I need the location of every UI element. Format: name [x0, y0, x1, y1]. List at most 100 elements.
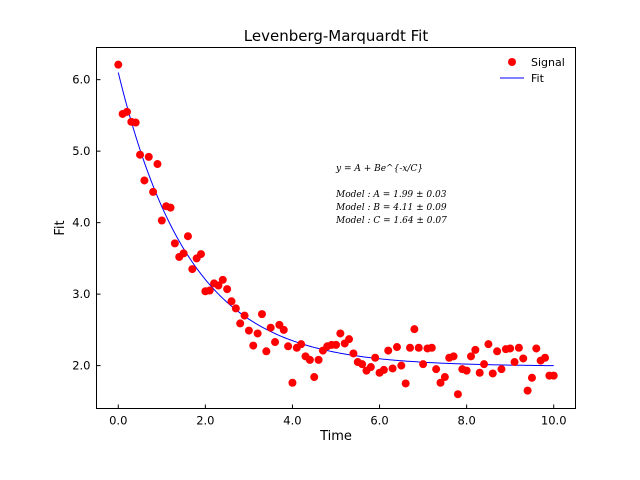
signal-point	[170, 239, 179, 248]
model-equation: y = A + Be^{-x/C}	[335, 164, 423, 174]
signal-point	[432, 365, 441, 374]
signal-point	[149, 187, 158, 196]
signal-point	[205, 286, 214, 295]
signal-point	[436, 378, 445, 387]
y-tick-label: 6.0	[72, 73, 90, 87]
signal-point	[406, 343, 415, 352]
signal-point	[397, 361, 406, 370]
signal-point	[471, 345, 480, 354]
signal-point	[549, 371, 558, 380]
signal-point	[336, 329, 345, 338]
signal-point	[140, 176, 149, 185]
signal-point	[414, 343, 423, 352]
x-tick-label: 8.0	[457, 414, 475, 428]
signal-point	[541, 353, 550, 362]
signal-point	[440, 373, 449, 382]
signal-point	[257, 310, 266, 319]
signal-point	[179, 249, 188, 258]
signal-point	[427, 343, 436, 352]
signal-point	[527, 373, 536, 382]
signal-point	[379, 365, 388, 374]
signal-point	[453, 390, 462, 399]
legend: Signal Fit	[500, 56, 565, 85]
x-axis-label: Time	[319, 429, 352, 444]
signal-point	[466, 352, 475, 361]
signal-point	[345, 335, 354, 344]
signal-point	[480, 360, 489, 369]
signal-point	[392, 343, 401, 352]
x-tick-label: 2.0	[196, 414, 214, 428]
signal-point	[532, 344, 541, 353]
signal-point	[157, 216, 166, 225]
legend-fit-label: Fit	[531, 72, 545, 85]
signal-point	[284, 342, 293, 351]
y-tick-label: 2.0	[72, 359, 90, 373]
y-tick-label: 3.0	[72, 287, 90, 301]
signal-point	[484, 340, 493, 349]
signal-point	[488, 369, 497, 378]
y-tick-label: 5.0	[72, 144, 90, 158]
chart-marks	[114, 60, 558, 399]
signal-point	[358, 360, 367, 369]
signal-point	[218, 275, 227, 284]
signal-point	[236, 319, 245, 328]
signal-point	[262, 347, 271, 356]
plot-area	[96, 47, 576, 409]
signal-point	[144, 152, 153, 161]
signal-point	[288, 378, 297, 387]
signal-point	[388, 364, 397, 373]
signal-point	[266, 323, 275, 332]
legend-signal-marker	[508, 58, 516, 66]
signal-point	[462, 366, 471, 375]
signal-point	[223, 285, 232, 294]
signal-point	[227, 297, 236, 306]
signal-point	[523, 386, 532, 395]
signal-point	[506, 344, 515, 353]
signal-point	[249, 341, 258, 350]
model-param-b: Model : B = 4.11 ± 0.09	[335, 203, 447, 213]
signal-point	[253, 329, 262, 338]
signal-point	[514, 343, 523, 352]
x-tick-label: 0.0	[109, 414, 127, 428]
signal-point	[114, 60, 123, 69]
y-tick-label: 4.0	[72, 216, 90, 230]
signal-point	[475, 368, 484, 377]
signal-point	[271, 338, 280, 347]
signal-point	[384, 346, 393, 355]
signal-point	[314, 355, 323, 364]
chart-title: Levenberg-Marquardt Fit	[244, 27, 429, 45]
signal-point	[240, 311, 249, 320]
signal-point	[297, 340, 306, 349]
signal-point	[366, 363, 375, 372]
signal-point	[136, 150, 145, 159]
signal-point	[214, 281, 223, 290]
signal-point	[188, 265, 197, 274]
x-tick-label: 10.0	[541, 414, 567, 428]
signal-point	[131, 118, 140, 127]
signal-point	[493, 347, 502, 356]
signal-point	[153, 160, 162, 169]
x-tick-label: 4.0	[283, 414, 301, 428]
signal-point	[183, 232, 192, 241]
model-param-c: Model : C = 1.64 ± 0.07	[335, 216, 447, 226]
signal-point	[166, 203, 175, 212]
legend-signal-label: Signal	[531, 56, 565, 69]
signal-point	[419, 360, 428, 369]
signal-point	[410, 325, 419, 334]
x-tick-label: 6.0	[370, 414, 388, 428]
model-param-a: Model : A = 1.99 ± 0.03	[335, 190, 447, 200]
signal-point	[122, 107, 131, 116]
signal-point	[332, 340, 340, 349]
signal-point	[371, 353, 380, 362]
signal-point	[401, 379, 410, 388]
signal-point	[231, 304, 240, 313]
signal-point	[519, 354, 528, 363]
fit-annotation: y = A + Be^{-x/C} Model : A = 1.99 ± 0.0…	[335, 164, 447, 226]
signal-point	[497, 365, 506, 374]
signal-point	[349, 349, 358, 358]
signal-point	[510, 358, 519, 367]
signal-point	[197, 250, 206, 259]
y-axis-label: Fit	[53, 220, 68, 235]
signal-point	[244, 326, 253, 335]
